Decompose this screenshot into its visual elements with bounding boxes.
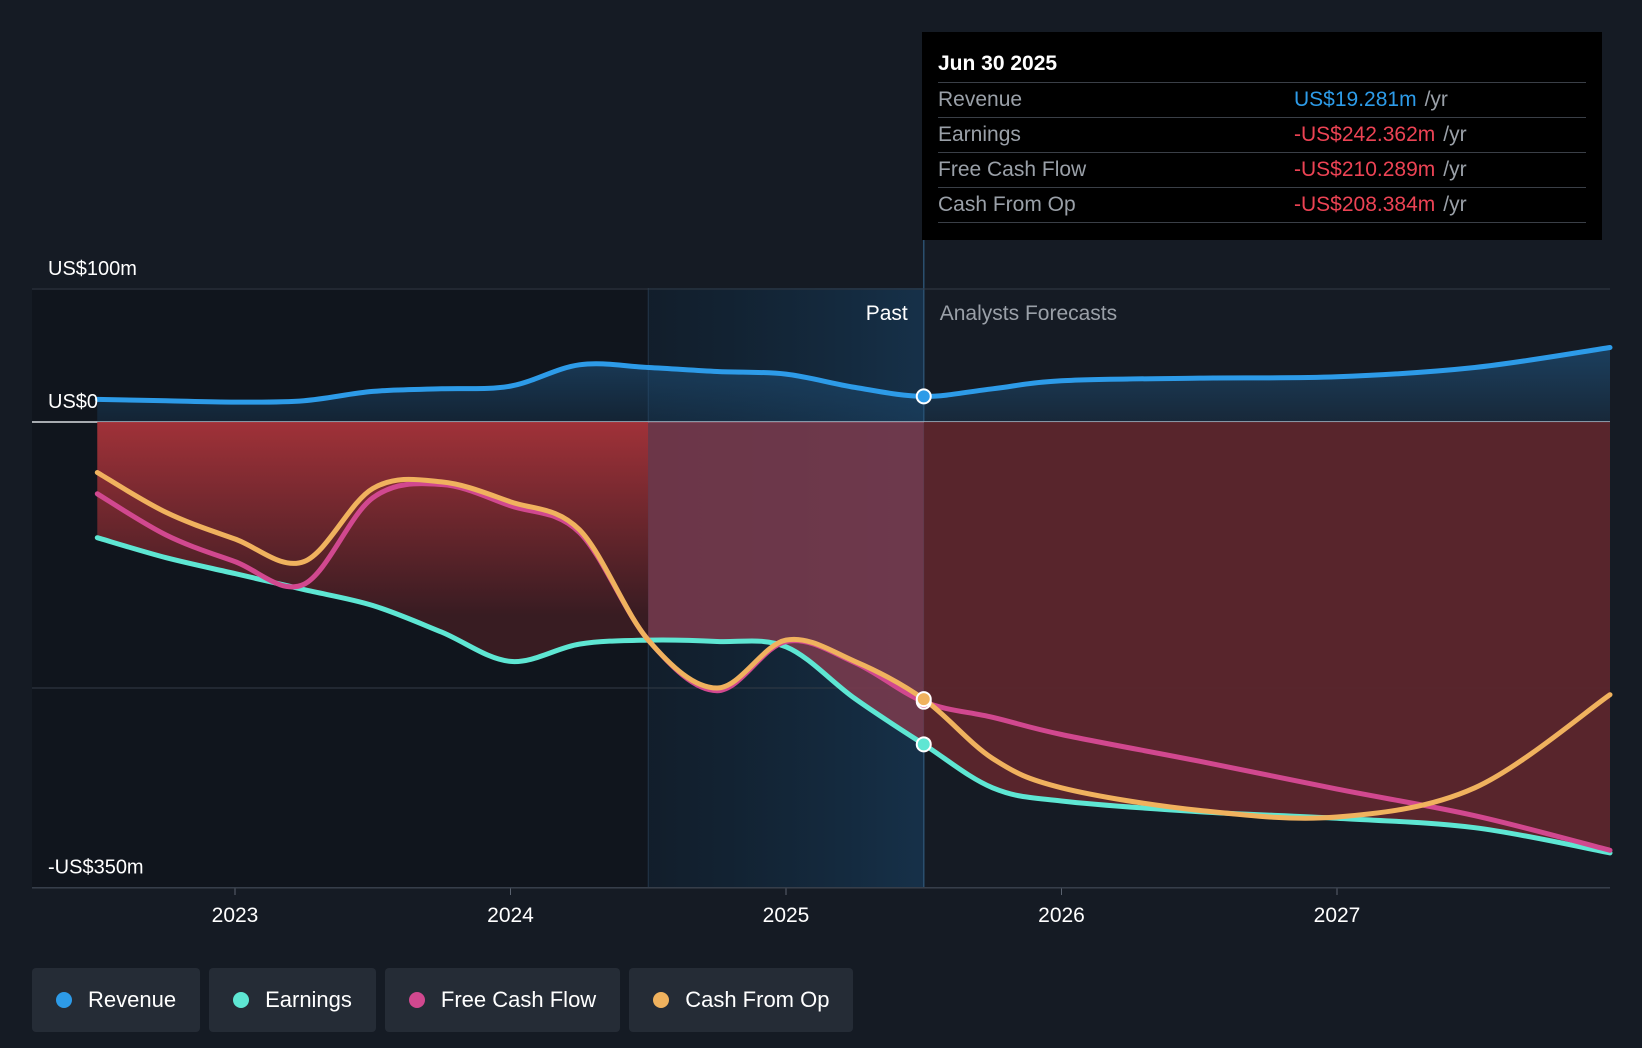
y-tick-label: -US$350m [48, 857, 144, 879]
tooltip-row-earnings: Earnings -US$242.362m /yr [938, 118, 1586, 153]
legend-item-free-cash-flow[interactable]: Free Cash Flow [384, 968, 621, 1032]
legend-dot-icon [653, 992, 670, 1008]
x-tick-label: 2025 [763, 904, 810, 927]
legend-item-cash-from-op[interactable]: Cash From Op [629, 968, 854, 1032]
past-label: Past [866, 302, 908, 325]
legend-item-earnings[interactable]: Earnings [209, 968, 376, 1032]
tooltip-row-cash-from-op: Cash From Op -US$208.384m /yr [938, 188, 1586, 223]
tooltip-panel: Jun 30 2025 Revenue US$19.281m /yr Earni… [922, 32, 1602, 240]
tooltip-unit: /yr [1443, 123, 1467, 146]
legend-label: Cash From Op [685, 987, 830, 1012]
legend-item-revenue[interactable]: Revenue [32, 968, 201, 1032]
legend: Revenue Earnings Free Cash Flow Cash Fro… [32, 968, 854, 1032]
legend-label: Revenue [88, 987, 177, 1012]
tooltip-label: Earnings [938, 123, 1021, 146]
present-marker-revenue [915, 388, 932, 405]
tooltip-label: Revenue [938, 88, 1023, 111]
negative-area-past [97, 422, 649, 662]
x-tick-label: 2024 [487, 904, 534, 927]
y-tick-label: US$100m [48, 258, 137, 280]
legend-label: Free Cash Flow [440, 987, 597, 1012]
tooltip-value: -US$210.289m [1294, 158, 1436, 181]
series-line-cash-from-op [94, 470, 1613, 821]
tooltip-unit: /yr [1424, 88, 1448, 111]
y-tick-label: US$0 [48, 391, 98, 413]
tooltip-value: -US$208.384m [1294, 193, 1436, 216]
legend-dot-icon [233, 992, 250, 1008]
tooltip-row-revenue: Revenue US$19.281m /yr [938, 83, 1586, 118]
revenue-area [97, 347, 1610, 422]
forecast-label: Analysts Forecasts [940, 302, 1117, 325]
x-tick-label: 2023 [212, 904, 259, 927]
chart-canvas: US$100m US$0 -US$350m 2023 2024 2025 2026 2027 P… [32, 240, 1613, 927]
series-line-revenue [94, 345, 1613, 405]
present-marker-earnings [915, 736, 932, 753]
negative-area-forecast [923, 422, 1610, 853]
tooltip-date: Jun 30 2025 [938, 46, 1586, 83]
tooltip-unit: /yr [1443, 193, 1467, 216]
legend-label: Earnings [265, 987, 352, 1012]
tooltip-row-free-cash-flow: Free Cash Flow -US$210.289m /yr [938, 153, 1586, 188]
x-tick-label: 2027 [1314, 904, 1361, 927]
tooltip-label: Cash From Op [938, 193, 1076, 216]
tooltip-label: Free Cash Flow [938, 158, 1087, 181]
tooltip-unit: /yr [1443, 158, 1467, 181]
legend-dot-icon [56, 992, 72, 1008]
legend-dot-icon [408, 992, 425, 1008]
present-marker-cash-from-op [915, 691, 932, 708]
tooltip-value: US$19.281m [1294, 88, 1417, 111]
x-tick-label: 2026 [1038, 904, 1085, 927]
tooltip-value: -US$242.362m [1294, 123, 1436, 146]
